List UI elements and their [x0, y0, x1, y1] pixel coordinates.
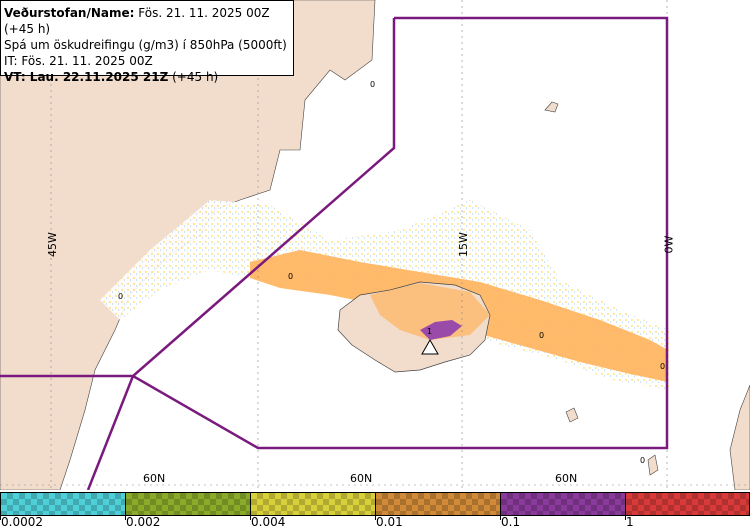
contour-label: 0	[370, 80, 376, 89]
contour-label: 0	[640, 456, 646, 465]
legend-swatch-3	[375, 492, 501, 516]
contour-label: 0	[288, 272, 294, 281]
info-line-valid-time: VT: Lau. 22.11.2025 21Z (+45 h)	[4, 69, 293, 85]
lat-label-60n: 60N	[350, 472, 373, 485]
legend-swatch-4	[500, 492, 626, 516]
info-line-initial-time: IT: Fös. 21. 11. 2025 00Z	[4, 54, 153, 68]
volcano-marker-icon	[421, 338, 439, 355]
legend-tick-label: 0.004	[251, 515, 286, 529]
legend-tick-label: 0.0002	[1, 515, 43, 529]
contour-label: 1	[427, 327, 433, 336]
forecast-info-box: Veðurstofan/Name: Fös. 21. 11. 2025 00Z …	[0, 0, 294, 84]
legend-tick	[0, 516, 1, 520]
ash-dispersion-map	[0, 0, 750, 490]
issue-time: Fös. 21. 11. 2025 00Z (+45 h)	[4, 6, 270, 36]
concentration-legend: 0.0002 0.002 0.004 0.01 0.1 1	[0, 490, 750, 532]
legend-tick-label: 0.1	[501, 515, 521, 529]
legend-tick	[125, 516, 126, 520]
lat-label-60n: 60N	[555, 472, 578, 485]
ash-plume-purple	[420, 320, 462, 340]
faroe-islands	[565, 407, 579, 423]
info-line-description: Spá um öskudreifingu (g/m3) í 850hPa (50…	[4, 38, 287, 52]
legend-tick	[250, 516, 251, 520]
legend-tick-label: 1	[626, 515, 634, 529]
legend-tick	[625, 516, 626, 520]
legend-tick	[500, 516, 501, 520]
valid-time-label: VT: Lau. 22.11.2025 21Z	[4, 70, 169, 84]
shetland-islands	[647, 454, 659, 476]
contour-label: 0	[118, 292, 124, 301]
info-line-issuer: Veðurstofan/Name: Fös. 21. 11. 2025 00Z …	[4, 5, 293, 37]
lon-label-0w: 0W	[662, 235, 676, 254]
contour-label: 0	[660, 362, 666, 371]
advisory-boundary	[0, 16, 669, 490]
legend-tick-label: 0.002	[126, 515, 161, 529]
lon-label-15w: 15W	[456, 232, 470, 257]
legend-tick-label: 0.01	[376, 515, 403, 529]
valid-time-offset: (+45 h)	[168, 70, 219, 84]
norway-coast	[729, 384, 750, 490]
lon-label-45w: 45W	[45, 232, 59, 257]
legend-swatch-2	[250, 492, 376, 516]
legend-tick	[375, 516, 376, 520]
legend-swatch-5	[625, 492, 750, 516]
legend-swatch-0	[0, 492, 126, 516]
legend-swatch-1	[125, 492, 251, 516]
contour-label: 0	[539, 331, 545, 340]
jan-mayen-island	[544, 101, 559, 113]
issuer-label: Veðurstofan/Name:	[4, 6, 135, 20]
lat-label-60n: 60N	[143, 472, 166, 485]
